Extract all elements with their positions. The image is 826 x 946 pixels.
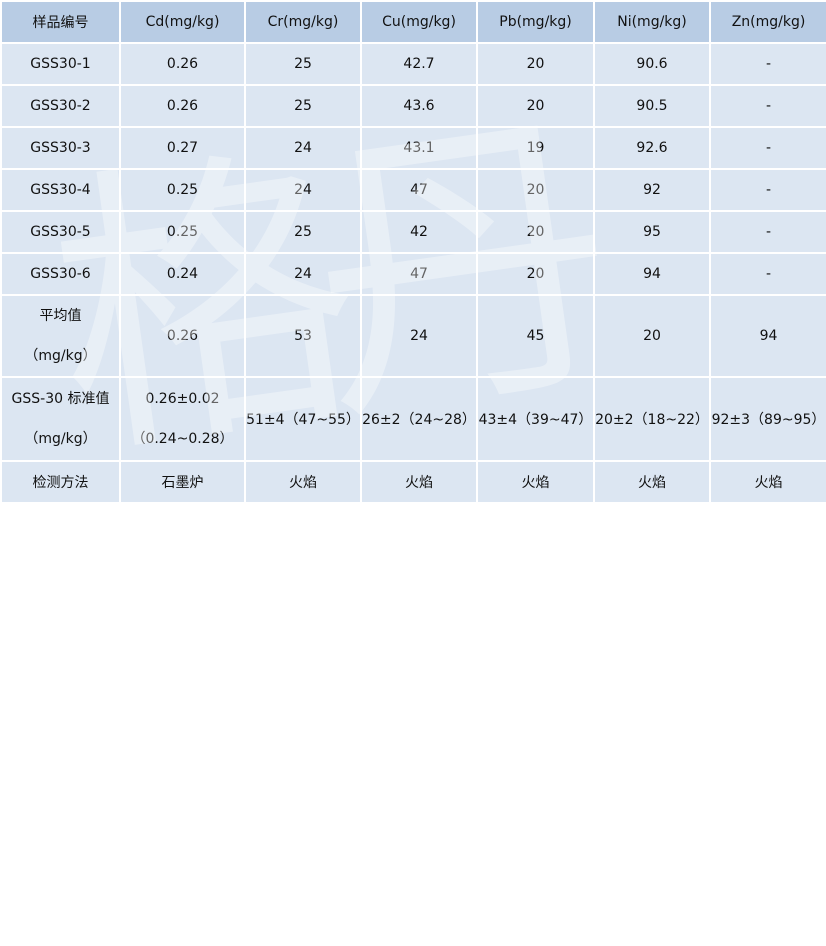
header-cell: Cu(mg/kg) — [360, 0, 478, 44]
table-cell: 火焰 — [593, 460, 711, 504]
table-cell: 20 — [476, 252, 595, 296]
table-cell: GSS30-1 — [0, 42, 121, 86]
table-cell: GSS30-5 — [0, 210, 121, 254]
table-cell: 20 — [476, 42, 595, 86]
table-cell: 43.6 — [360, 84, 478, 128]
table-cell: 20 — [476, 210, 595, 254]
table-cell: 0.26 — [119, 84, 246, 128]
table-cell: 0.25 — [119, 210, 246, 254]
table-cell: 25 — [244, 84, 362, 128]
table-cell: 51±4（47~55） — [244, 376, 362, 462]
table-cell: - — [709, 84, 826, 128]
table-cell: GSS30-6 — [0, 252, 121, 296]
table-row: GSS30-2 0.26 25 43.6 20 90.5- — [0, 84, 826, 128]
table-cell: 92.6 — [593, 126, 711, 170]
table-row: GSS30-1 0.26 25 42.7 20 90.6- — [0, 42, 826, 86]
table-cell: - — [709, 126, 826, 170]
average-row: 平均值 （mg/kg） 0.26 53 24 45 20 94 — [0, 294, 826, 378]
table-cell: 0.26±0.02 （0.24~0.28） — [119, 376, 246, 462]
table-cell: 26±2（24~28） — [360, 376, 478, 462]
table-cell: 94 — [593, 252, 711, 296]
table-cell: 24 — [360, 294, 478, 378]
table-cell: 火焰 — [476, 460, 595, 504]
results-table: 样品编号 Cd(mg/kg) Cr(mg/kg) Cu(mg/kg) Pb(mg… — [0, 0, 826, 504]
table-cell: 0.24 — [119, 252, 246, 296]
table-cell: 20 — [476, 168, 595, 212]
table-row: GSS30-4 0.25 24 47 20 92- — [0, 168, 826, 212]
header-cell: Ni(mg/kg) — [593, 0, 711, 44]
table-cell: GSS30-4 — [0, 168, 121, 212]
table-cell: 43.1 — [360, 126, 478, 170]
header-row: 样品编号 Cd(mg/kg) Cr(mg/kg) Cu(mg/kg) Pb(mg… — [0, 0, 826, 44]
average-label: 平均值 （mg/kg） — [0, 294, 121, 378]
table-cell: 24 — [244, 126, 362, 170]
table-cell: 92±3（89~95） — [709, 376, 826, 462]
table-cell: 25 — [244, 42, 362, 86]
table-cell: 0.26 — [119, 42, 246, 86]
table-cell: 25 — [244, 210, 362, 254]
header-cell: Cd(mg/kg) — [119, 0, 246, 44]
table-cell: - — [709, 168, 826, 212]
table-cell: 24 — [244, 252, 362, 296]
table-cell: 火焰 — [244, 460, 362, 504]
header-cell: Zn(mg/kg) — [709, 0, 826, 44]
table-cell: 石墨炉 — [119, 460, 246, 504]
table-cell: GSS30-3 — [0, 126, 121, 170]
standard-label: GSS-30 标准值 （mg/kg） — [0, 376, 121, 462]
table-cell: 42.7 — [360, 42, 478, 86]
table-row: GSS30-5 0.25 25 42 20 95- — [0, 210, 826, 254]
table-cell: 94 — [709, 294, 826, 378]
table-cell: 火焰 — [709, 460, 826, 504]
table-row: GSS30-6 0.24 24 47 20 94- — [0, 252, 826, 296]
table-cell: 19 — [476, 126, 595, 170]
table-cell: 20 — [476, 84, 595, 128]
table-cell: 90.5 — [593, 84, 711, 128]
table-cell: - — [709, 252, 826, 296]
table-cell: 92 — [593, 168, 711, 212]
table-cell: 20 — [593, 294, 711, 378]
table-cell: 47 — [360, 252, 478, 296]
standard-row: GSS-30 标准值 （mg/kg） 0.26±0.02 （0.24~0.28） 5… — [0, 376, 826, 462]
table-cell: 0.26 — [119, 294, 246, 378]
table-cell: 20±2（18~22） — [593, 376, 711, 462]
table-cell: 24 — [244, 168, 362, 212]
header-cell: Cr(mg/kg) — [244, 0, 362, 44]
table-cell: - — [709, 42, 826, 86]
table-cell: 47 — [360, 168, 478, 212]
table-cell: 42 — [360, 210, 478, 254]
table-cell: 90.6 — [593, 42, 711, 86]
method-label: 检测方法 — [0, 460, 121, 504]
table-cell: 95 — [593, 210, 711, 254]
header-cell: Pb(mg/kg) — [476, 0, 595, 44]
table-cell: 0.25 — [119, 168, 246, 212]
table-cell: GSS30-2 — [0, 84, 121, 128]
method-row: 检测方法 石墨炉 火焰 火焰 火焰 火焰 火焰 — [0, 460, 826, 504]
table-cell: - — [709, 210, 826, 254]
table-cell: 43±4（39~47） — [476, 376, 595, 462]
header-cell: 样品编号 — [0, 0, 121, 44]
table-cell: 53 — [244, 294, 362, 378]
table-cell: 0.27 — [119, 126, 246, 170]
table-cell: 45 — [476, 294, 595, 378]
table-row: GSS30-3 0.27 24 43.1 19 92.6- — [0, 126, 826, 170]
table-cell: 火焰 — [360, 460, 478, 504]
